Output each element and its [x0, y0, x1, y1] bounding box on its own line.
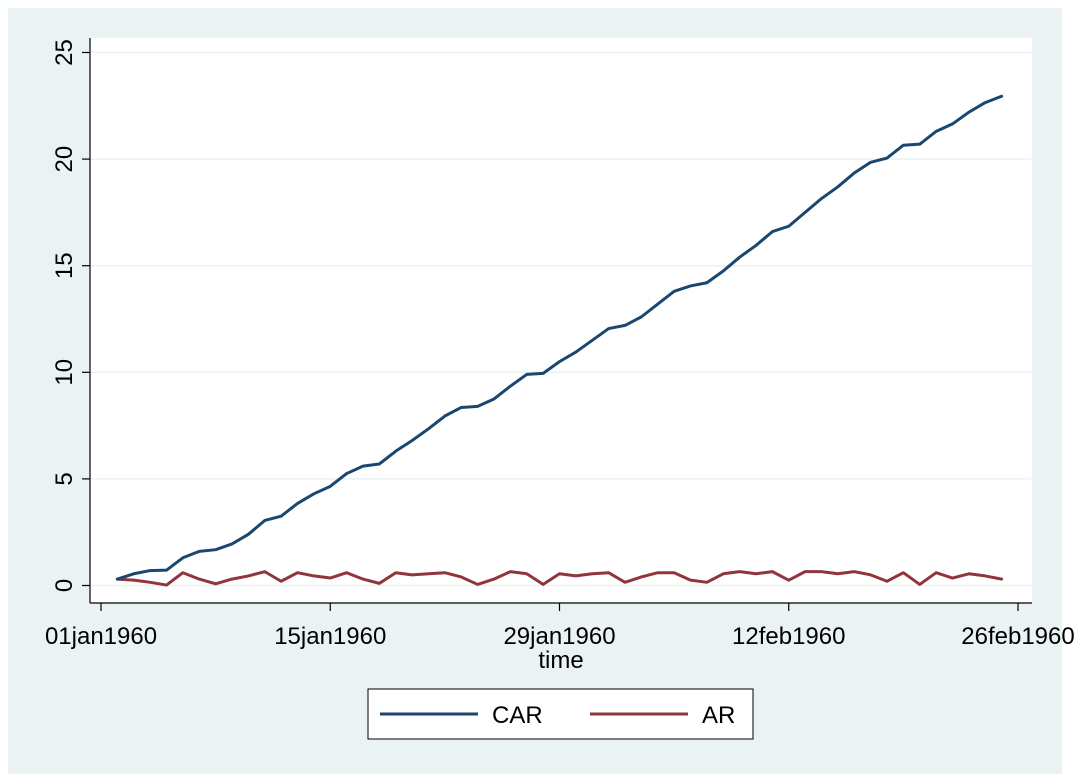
x-tick-label: 12feb1960 — [732, 623, 845, 650]
y-tick-label: 5 — [51, 472, 78, 485]
y-axis-ticks: 0 5 10 15 20 25 — [51, 39, 90, 592]
x-tick-label: 26feb1960 — [961, 623, 1074, 650]
legend-label-ar: AR — [702, 702, 735, 729]
gridlines — [91, 51, 1031, 587]
series-group — [115, 94, 1004, 587]
y-tick-label: 10 — [51, 359, 78, 386]
legend-label-car: CAR — [492, 702, 543, 729]
x-axis-ticks: 01jan1960 15jan1960 29jan1960 12feb1960 26fe… — [45, 603, 1075, 650]
y-tick-label: 0 — [51, 579, 78, 592]
x-tick-label: 01jan1960 — [45, 623, 157, 650]
x-tick-label: 29jan1960 — [503, 623, 615, 650]
y-tick-label: 20 — [51, 146, 78, 173]
y-tick-label: 25 — [51, 39, 78, 66]
series-line-car — [115, 94, 1004, 581]
x-tick-label: 15jan1960 — [274, 623, 386, 650]
legend: CAR AR — [367, 688, 754, 740]
y-tick-label: 15 — [51, 252, 78, 279]
series-line-ar — [115, 570, 1004, 587]
x-axis-title: time — [538, 647, 583, 674]
plot-area — [90, 38, 1032, 603]
